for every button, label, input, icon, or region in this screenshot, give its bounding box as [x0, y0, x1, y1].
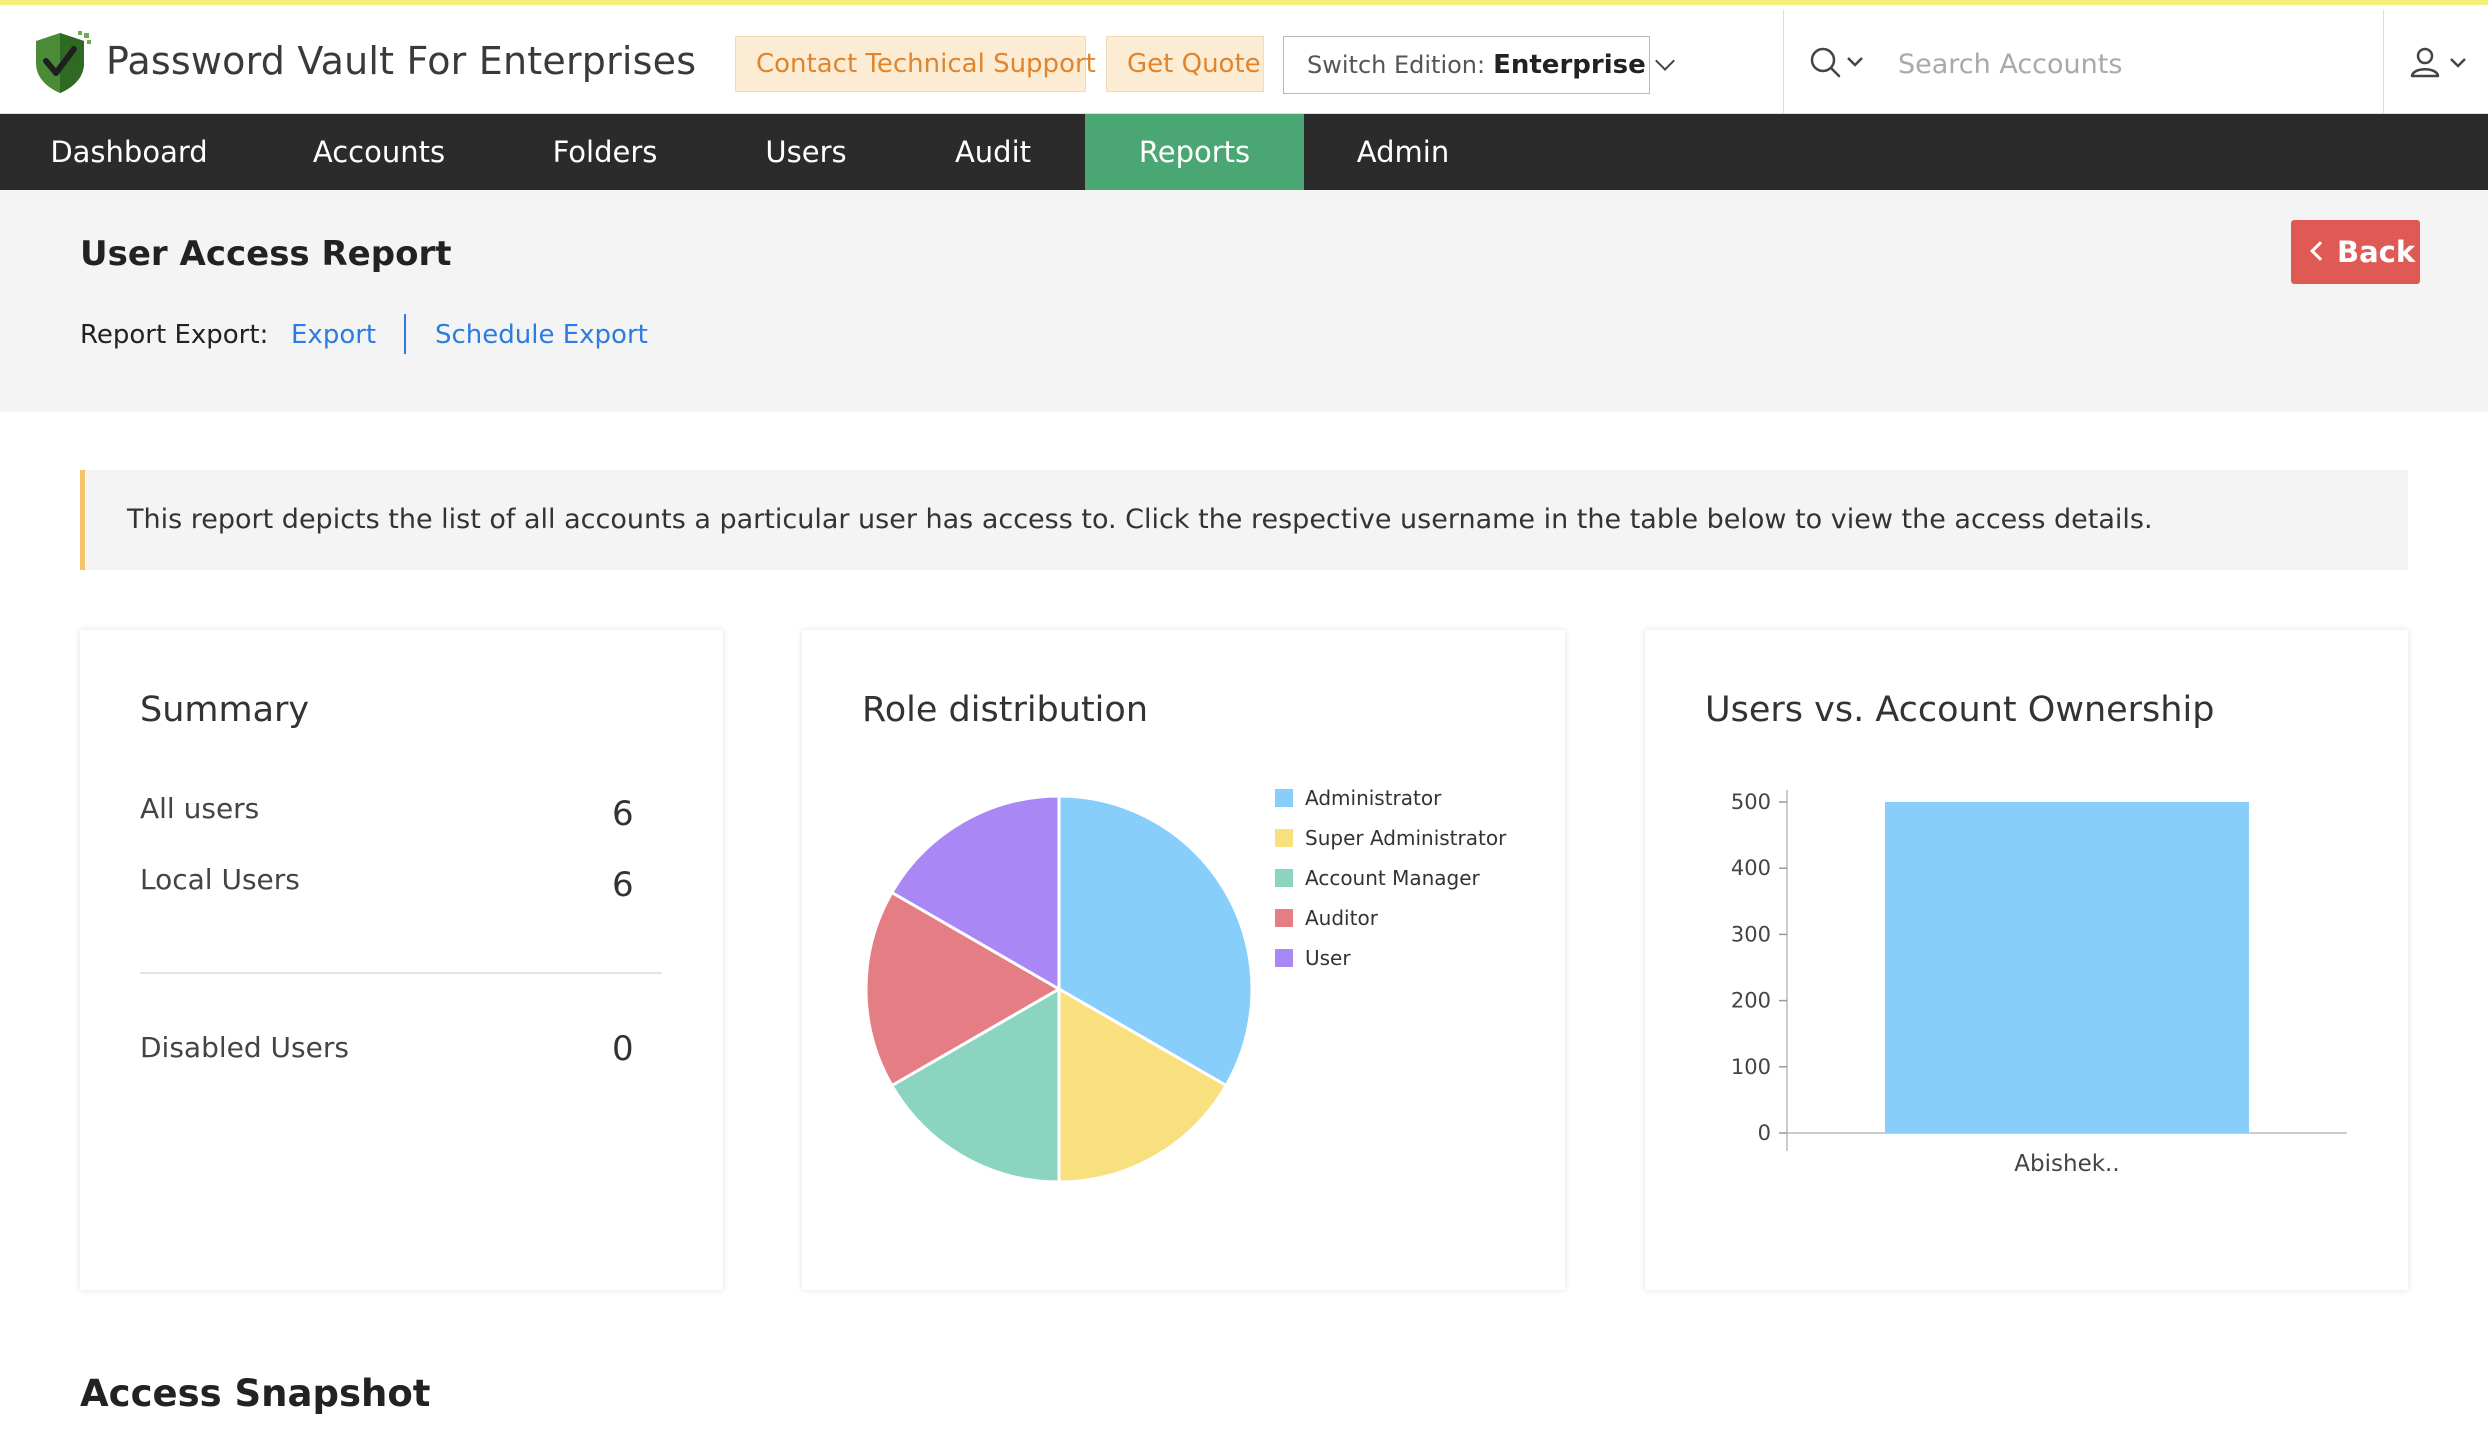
legend-item[interactable]: Super Administrator [1275, 826, 1506, 850]
shield-logo-icon [36, 31, 91, 93]
legend-swatch [1275, 788, 1293, 807]
legend-swatch [1275, 908, 1293, 927]
summary-local-users-value: 6 [612, 865, 634, 905]
nav-audit[interactable]: Audit [954, 135, 1032, 169]
pie-slice-account-manager[interactable] [889, 986, 1061, 1184]
chart-title: Role distribution [862, 690, 1148, 730]
nav-reports[interactable]: Reports [1085, 114, 1304, 190]
y-tick-label: 400 [1731, 856, 1771, 880]
legend-label: User [1305, 946, 1351, 970]
bar[interactable] [1885, 802, 2249, 1133]
pie-slice-super-administrator[interactable] [1057, 986, 1229, 1184]
legend-item[interactable]: Auditor [1275, 906, 1378, 930]
back-button[interactable]: Back [2291, 220, 2420, 284]
legend-item[interactable]: Administrator [1275, 786, 1441, 810]
legend-swatch [1275, 868, 1293, 887]
pie-slice-user[interactable] [889, 794, 1061, 992]
y-tick-label: 100 [1731, 1055, 1771, 1079]
main-nav: Dashboard Accounts Folders Users Audit R… [0, 114, 2488, 190]
edition-value: Enterprise [1493, 50, 1646, 80]
switch-edition-label: Switch Edition: [1307, 51, 1486, 79]
summary-disabled-users-value: 0 [612, 1029, 634, 1069]
divider [1783, 10, 1784, 119]
legend-label: Administrator [1305, 786, 1442, 810]
contact-support-button[interactable]: Contact Technical Support [735, 36, 1096, 92]
search-input[interactable] [1898, 39, 2358, 89]
legend-label: Auditor [1305, 906, 1378, 930]
summary-all-users-value: 6 [612, 794, 634, 834]
chart-title: Users vs. Account Ownership [1705, 690, 2215, 730]
legend-swatch [1275, 828, 1293, 847]
users-vs-ownership-bar-chart: 0 100 200 300 400 500 Abishek.. [1731, 790, 2347, 1177]
export-link[interactable]: Export [291, 320, 377, 350]
get-quote-button[interactable]: Get Quote [1106, 36, 1264, 92]
y-tick-label: 0 [1758, 1121, 1771, 1145]
y-tick-label: 300 [1731, 922, 1771, 946]
legend-item[interactable]: User [1275, 946, 1351, 970]
y-tick-label: 200 [1731, 989, 1771, 1013]
summary-card: Summary All users 6 Local Users 6 Disabl… [80, 630, 723, 1290]
switch-edition-dropdown[interactable]: Switch Edition: Enterprise [1283, 36, 1675, 94]
nav-admin[interactable]: Admin [1356, 135, 1450, 169]
info-banner: This report depicts the list of all acco… [80, 470, 2408, 570]
legend-label: Super Administrator [1305, 826, 1507, 850]
pie-slice-administrator[interactable] [1057, 794, 1254, 1088]
x-tick-label: Abishek.. [2014, 1151, 2119, 1177]
chevron-down-icon [1654, 51, 1675, 71]
nav-users[interactable]: Users [765, 135, 847, 169]
app-title: Password Vault For Enterprises [106, 39, 697, 83]
y-tick-label: 500 [1731, 790, 1771, 814]
summary-local-users-label: Local Users [140, 863, 300, 896]
schedule-export-link[interactable]: Schedule Export [435, 320, 648, 350]
report-export-bar: Report Export: Export Schedule Export [80, 314, 648, 354]
page-title: User Access Report [80, 234, 452, 274]
chevron-left-icon [2310, 241, 2330, 261]
search-icon[interactable] [1808, 45, 1868, 85]
user-profile-icon[interactable] [2410, 45, 2480, 85]
divider [404, 314, 406, 354]
pie-slice-auditor[interactable] [864, 890, 1062, 1088]
report-header: User Access Report Report Export: Export… [0, 190, 2488, 412]
legend-swatch [1275, 948, 1293, 967]
divider [2383, 10, 2384, 119]
report-export-label: Report Export: [80, 320, 269, 350]
summary-title: Summary [140, 690, 310, 730]
nav-folders[interactable]: Folders [552, 135, 658, 169]
summary-disabled-users-label: Disabled Users [140, 1031, 349, 1064]
back-button-label: Back [2337, 235, 2416, 269]
legend-item[interactable]: Account Manager [1275, 866, 1480, 890]
legend-label: Account Manager [1305, 866, 1480, 890]
top-header: Password Vault For Enterprises Contact T… [0, 0, 2488, 119]
access-snapshot-title: Access Snapshot [80, 1372, 431, 1415]
summary-all-users-label: All users [140, 792, 260, 825]
nav-dashboard[interactable]: Dashboard [50, 135, 208, 169]
nav-accounts[interactable]: Accounts [312, 135, 446, 169]
divider [140, 972, 662, 974]
role-distribution-pie-chart [864, 794, 1254, 1184]
